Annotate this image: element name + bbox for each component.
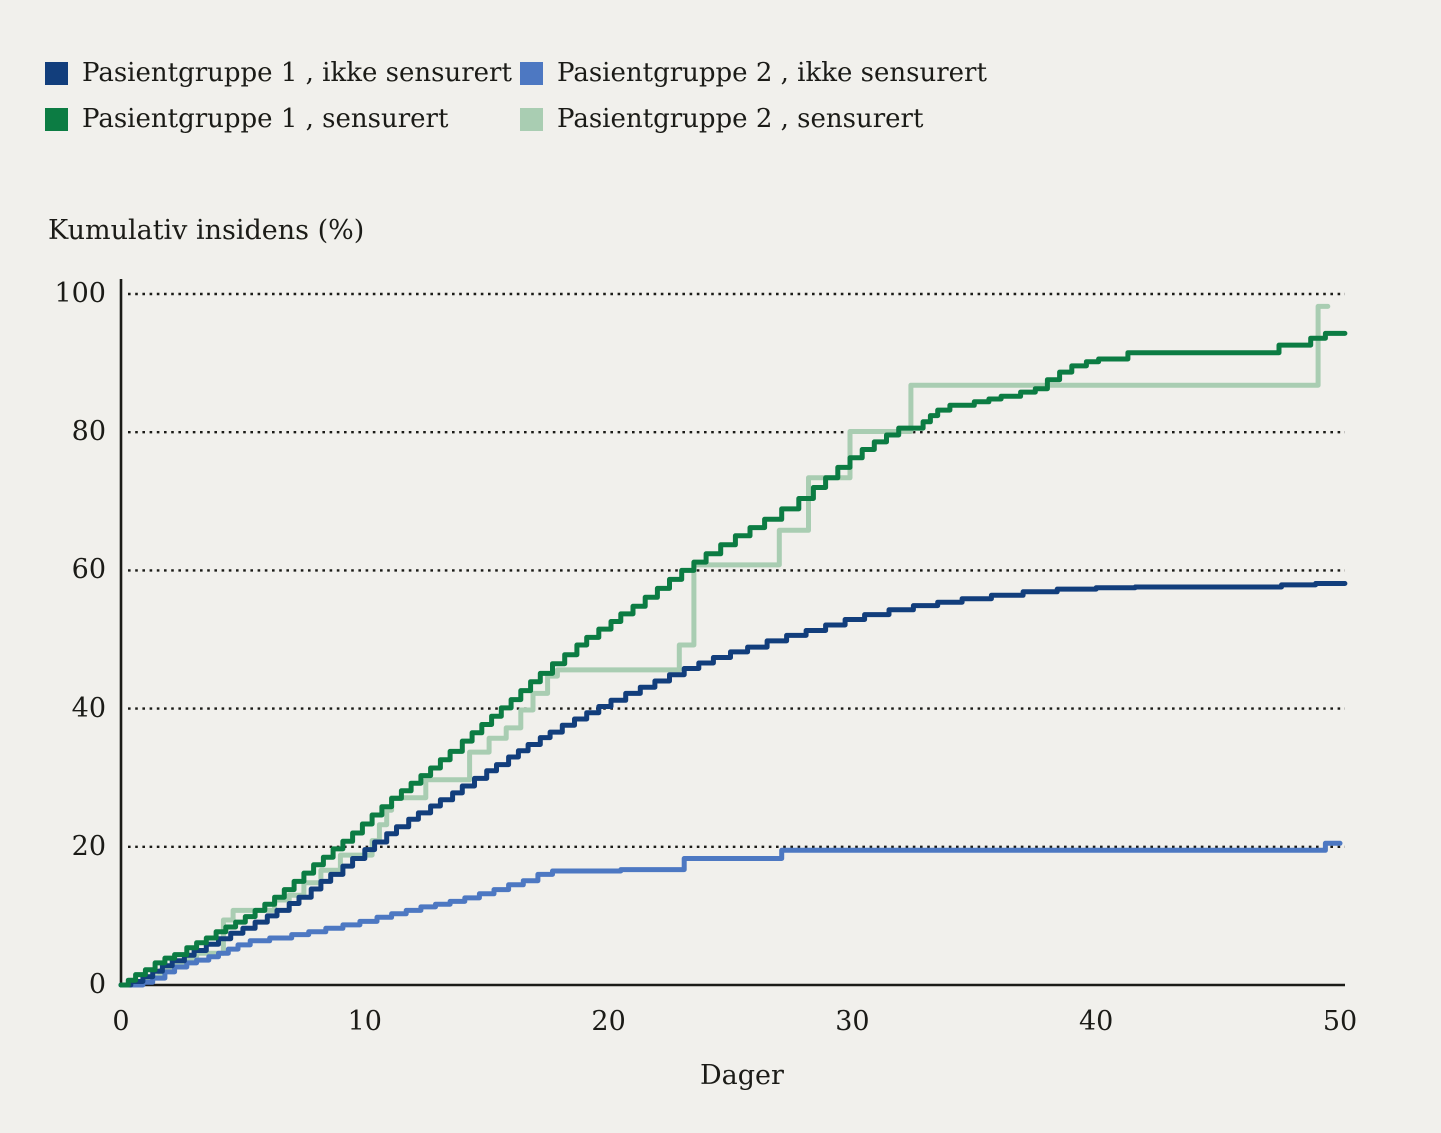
y-tick-label-40: 40 bbox=[71, 692, 106, 724]
legend-item-group1-ikke-sensurert: Pasientgruppe 1 , ikke sensurert bbox=[45, 50, 520, 96]
legend-label: Pasientgruppe 1 , sensurert bbox=[82, 104, 449, 134]
legend-swatch-light-green bbox=[520, 107, 543, 131]
x-tick-label-0: 0 bbox=[112, 1006, 130, 1037]
legend: Pasientgruppe 1 , ikke sensurert Pasient… bbox=[45, 50, 987, 142]
legend-swatch-dark-green bbox=[45, 107, 68, 131]
legend-swatch-navy bbox=[45, 61, 68, 85]
legend-swatch-blue bbox=[520, 61, 543, 85]
legend-label: Pasientgruppe 1 , ikke sensurert bbox=[82, 58, 512, 88]
y-tick-label-20: 20 bbox=[71, 830, 106, 862]
x-tick-label-40: 40 bbox=[1079, 1006, 1114, 1037]
y-axis-title: Kumulativ insidens (%) bbox=[48, 215, 365, 246]
legend-label: Pasientgruppe 2 , sensurert bbox=[557, 104, 924, 134]
y-tick-label-80: 80 bbox=[71, 416, 106, 448]
y-tick-label-0: 0 bbox=[88, 969, 106, 1000]
legend-label: Pasientgruppe 2 , ikke sensurert bbox=[557, 58, 987, 88]
legend-item-group1-sensurert: Pasientgruppe 1 , sensurert bbox=[45, 96, 520, 142]
series-line-pasientgruppe-2-sensurert bbox=[118, 303, 1331, 988]
x-tick-label-10: 10 bbox=[347, 1006, 382, 1037]
series-line-pasientgruppe-2-ikke-sensurert bbox=[118, 840, 1343, 988]
y-tick-label-100: 100 bbox=[54, 278, 106, 309]
x-tick-label-50: 50 bbox=[1322, 1006, 1358, 1037]
y-tick-label-60: 60 bbox=[71, 554, 106, 586]
x-tick-label-20: 20 bbox=[591, 1006, 626, 1037]
x-axis-title: Dager bbox=[700, 1060, 784, 1091]
legend-item-group2-ikke-sensurert: Pasientgruppe 2 , ikke sensurert bbox=[520, 50, 987, 96]
x-tick-label-30: 30 bbox=[835, 1006, 870, 1037]
series-line-pasientgruppe-1-ikke-sensurert bbox=[118, 581, 1348, 988]
series-line-pasientgruppe-1-sensurert bbox=[118, 330, 1348, 988]
legend-item-group2-sensurert: Pasientgruppe 2 , sensurert bbox=[520, 96, 987, 142]
